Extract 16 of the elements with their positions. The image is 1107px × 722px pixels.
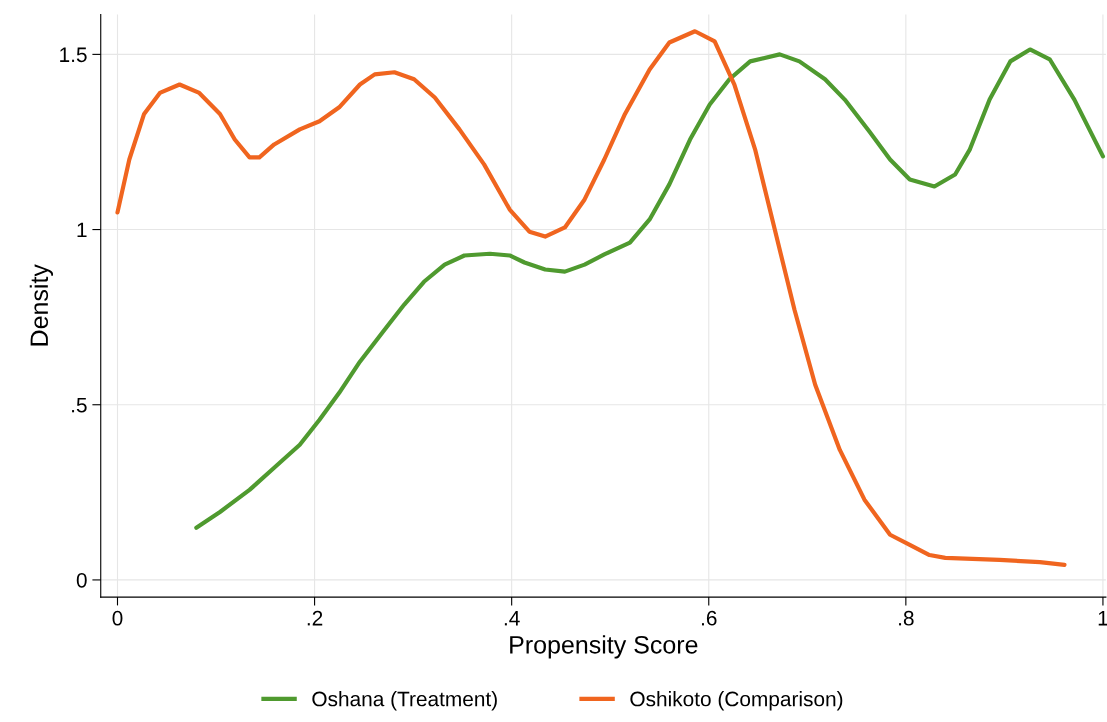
x-tick-label: .2 [307, 610, 323, 626]
y-tick-label: 1.5 [60, 47, 87, 63]
line-series [115, 29, 1067, 567]
x-tick-label: .6 [701, 610, 717, 626]
x-tick-label: .8 [899, 610, 914, 626]
y-tick-label: 0 [76, 572, 87, 588]
x-tick-label: 0 [112, 610, 123, 626]
legend-label: Oshana (Treatment) [312, 691, 497, 711]
x-tick-label: 1 [1098, 611, 1107, 626]
y-tick-label: .5 [72, 397, 87, 413]
y-tick-label: 1 [77, 222, 87, 238]
line-series [194, 47, 1106, 530]
x-tick-label: .4 [504, 611, 520, 626]
legend-label: Oshikoto (Comparison) [630, 691, 843, 711]
y-axis-title: Density [29, 264, 54, 346]
x-axis-title: Propensity Score [510, 635, 698, 659]
